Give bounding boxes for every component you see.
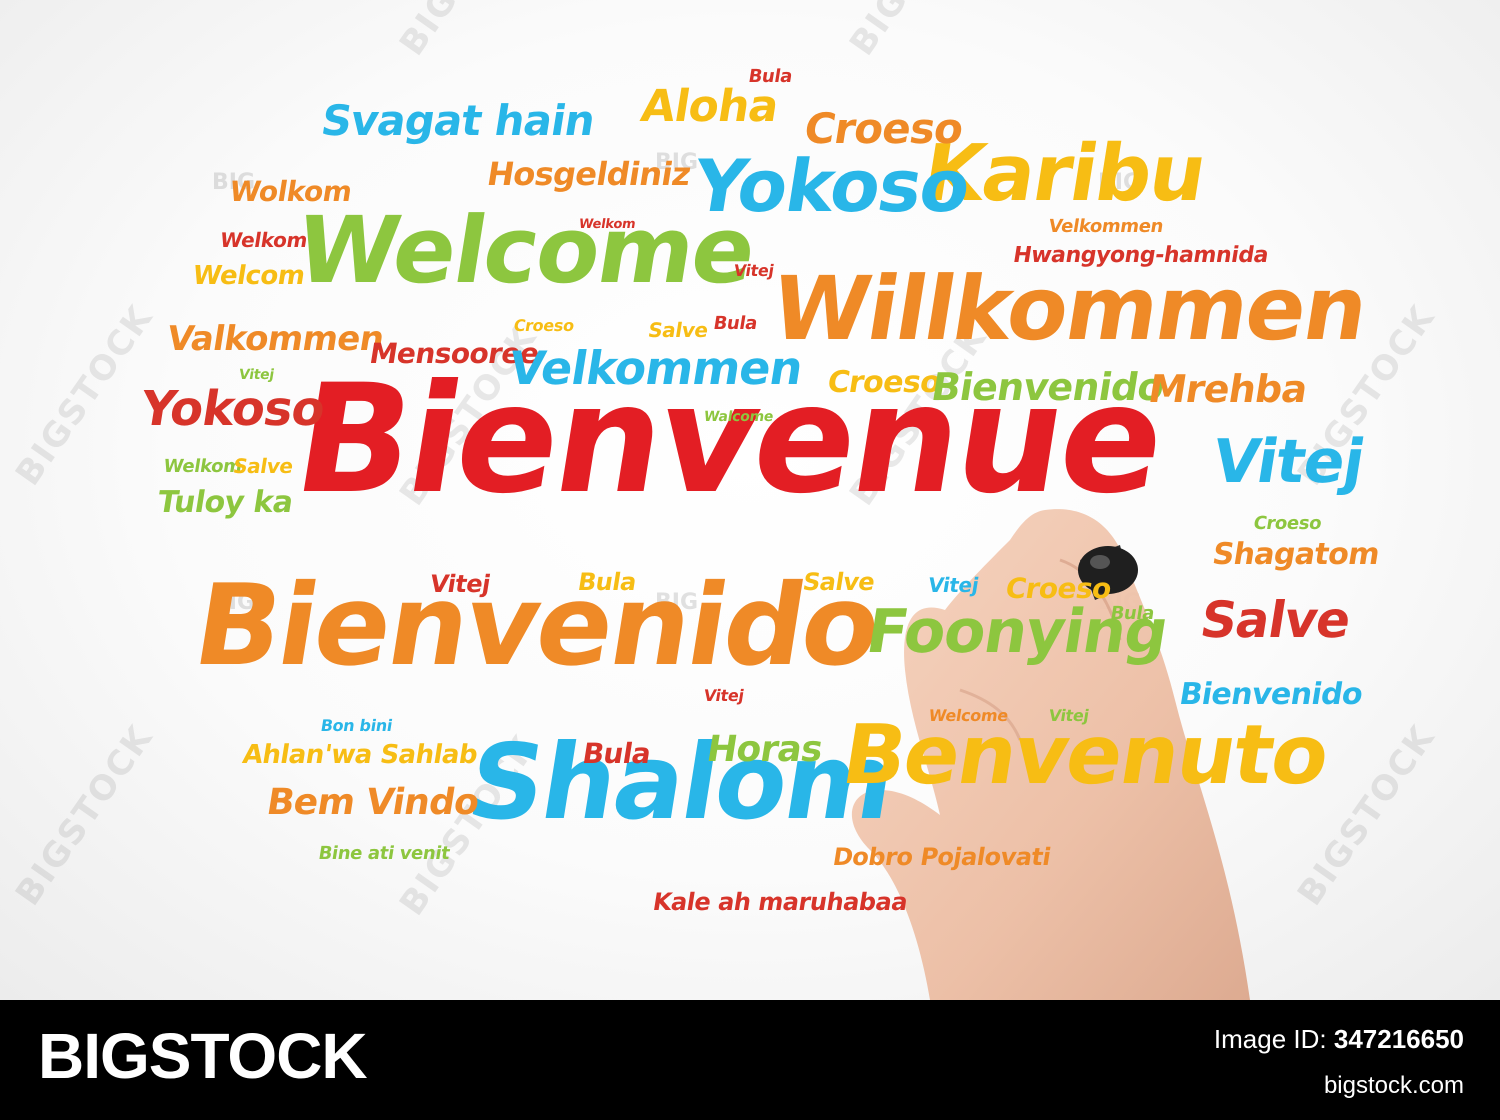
word-aloha: Aloha	[637, 81, 782, 132]
word-yokoso-red: Yokoso	[136, 381, 329, 437]
word-salve-small: Salve	[646, 318, 710, 342]
word-welkom-green: Welkom	[161, 456, 244, 477]
word-svagat-hain: Svagat hain	[317, 96, 599, 145]
word-vitej: Vitej	[732, 261, 776, 280]
word-kale-ah-maruhabaa: Kale ah maruhabaa	[650, 888, 910, 916]
word-dobro-pojalovati: Dobro Pojalovati	[830, 843, 1053, 871]
word-croeso: Croeso	[800, 104, 967, 153]
word-croeso-small: Croeso	[512, 316, 576, 335]
watermark-big: BIG	[212, 590, 256, 615]
word-welkom-small: Welkom	[577, 217, 637, 232]
word-walcome: Walcome	[702, 409, 775, 425]
word-mrehba: Mrehba	[1145, 367, 1311, 411]
word-bienvenido-green: Bienvenido	[928, 365, 1167, 409]
word-yokoso-blue: Yokoso	[687, 144, 976, 228]
image-id-value: 347216650	[1333, 1024, 1464, 1054]
word-ahlan-wa-sahlab: Ahlan'wa Sahlab	[240, 740, 480, 770]
word-cloud-image: BIGSTOCK BIGSTOCK BIGSTOCK BIGSTOCK BIGS…	[0, 0, 1500, 1000]
word-welkom: Welkom	[218, 228, 310, 252]
image-id-label: Image ID:	[1213, 1024, 1327, 1054]
word-bon-bini: Bon bini	[319, 716, 394, 735]
word-bula: Bula	[746, 66, 794, 87]
word-bienvenido-large: Bienvenido	[185, 561, 888, 691]
watermark-big: BIG	[1098, 170, 1142, 195]
word-salve-yellow: Salve	[231, 454, 295, 478]
word-salve-red: Salve	[1196, 591, 1355, 649]
word-velkommen-small: Velkommen	[1046, 216, 1165, 237]
word-benvenuto: Benvenuto	[836, 708, 1335, 803]
word-bula-green: Bula	[1108, 603, 1156, 624]
word-croeso-yellow: Croeso	[824, 365, 944, 400]
word-valkommen: Valkommen	[164, 319, 387, 359]
word-bula-yellow: Bula	[575, 568, 639, 596]
image-id: Image ID: 347216650	[1214, 1024, 1464, 1055]
word-willkommen: Willkommen	[764, 257, 1374, 360]
word-vitej-blue-small: Vitej	[926, 573, 981, 597]
word-welcom: Welcom	[190, 261, 307, 291]
word-tuloy-ka: Tuloy ka	[154, 485, 296, 520]
watermark-big: BIG	[655, 590, 699, 615]
word-velkommen-blue: Velkommen	[505, 341, 807, 395]
stock-footer-bar: BIGSTOCK Image ID: 347216650 bigstock.co…	[0, 1000, 1500, 1120]
word-vitej-green-small: Vitej	[1047, 706, 1091, 725]
bigstock-logo: BIGSTOCK	[38, 1020, 368, 1092]
word-welcome-small: Welcome	[927, 706, 1010, 725]
word-shagatom: Shagatom	[1209, 537, 1382, 572]
word-salve-yellow-2: Salve	[800, 568, 877, 596]
word-horas: Horas	[703, 729, 826, 770]
hand-with-marker-illustration	[851, 509, 1250, 1000]
word-bula-small: Bula	[711, 313, 759, 334]
word-vitej-blue: Vitej	[1207, 427, 1369, 497]
watermark-big: BIG	[212, 170, 256, 195]
word-bula-red: Bula	[580, 737, 654, 770]
word-bienvenido-blue: Bienvenido	[1176, 677, 1365, 712]
word-wolkom: Wolkom	[227, 175, 355, 208]
site-url: bigstock.com	[1323, 1072, 1464, 1099]
word-vitej-small: Vitej	[237, 367, 276, 383]
word-bem-vindo: Bem Vindo	[263, 782, 482, 823]
word-shalom: Shalom	[460, 721, 902, 843]
watermark-big: BIG	[655, 150, 699, 175]
word-vitej-red-small: Vitej	[702, 686, 746, 705]
word-hosgeldiniz: Hosgeldiniz	[484, 155, 694, 193]
word-bine-ati-venit: Bine ati venit	[316, 843, 452, 864]
word-hwangyong-hamnida: Hwangyong-hamnida	[1011, 243, 1271, 268]
word-vitej-red: Vitej	[427, 570, 493, 598]
word-croeso-green: Croeso	[1251, 513, 1323, 534]
